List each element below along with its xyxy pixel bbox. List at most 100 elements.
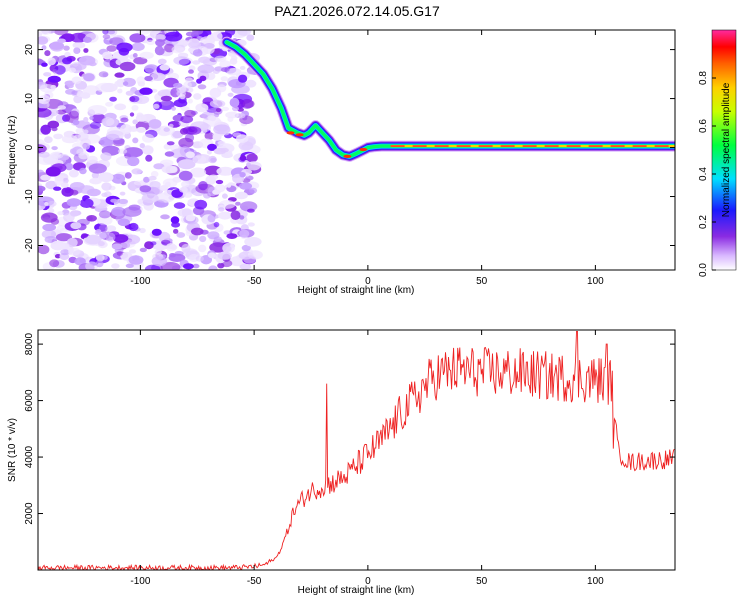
noise-blob — [83, 129, 89, 134]
ridge-hotspot — [295, 133, 304, 137]
noise-blob — [62, 177, 69, 184]
noise-blob — [194, 199, 208, 210]
noise-blob — [246, 162, 251, 167]
noise-blob — [136, 126, 146, 133]
spectrogram-frame — [37, 29, 676, 271]
noise-blob — [208, 174, 219, 180]
noise-blob — [69, 110, 79, 119]
noise-blob — [39, 84, 56, 93]
noise-blob — [42, 223, 57, 231]
noise-blob — [182, 126, 198, 135]
noise-blob — [213, 147, 226, 155]
noise-blob — [209, 99, 226, 108]
noise-blob — [192, 30, 204, 35]
noise-blob — [191, 227, 204, 236]
noise-blob — [101, 182, 112, 191]
noise-blob — [239, 65, 246, 70]
noise-blob — [178, 170, 193, 181]
colorbar-tick-label: 0.6 — [698, 119, 709, 133]
noise-blob — [139, 185, 152, 193]
colorbar-label: Normalized spectral amplitude — [721, 82, 732, 217]
noise-blob — [89, 121, 102, 129]
noise-blob — [98, 172, 114, 183]
spectrogram-y-label: Frequency (Hz) — [7, 116, 18, 185]
noise-blob — [225, 111, 239, 119]
noise-blob — [79, 198, 94, 208]
noise-blob — [133, 180, 144, 186]
x-tick-label: -50 — [247, 276, 262, 287]
noise-blob — [132, 53, 138, 58]
noise-blob — [199, 75, 207, 82]
noise-blob — [154, 200, 165, 207]
snr-series-line — [38, 330, 675, 570]
noise-blob — [180, 115, 194, 124]
noise-blob — [216, 166, 235, 176]
noise-blob — [51, 126, 58, 132]
noise-blob — [206, 150, 212, 155]
noise-blob — [209, 242, 227, 253]
noise-blob — [102, 51, 113, 60]
noise-blob — [102, 34, 111, 40]
noise-blob — [127, 156, 140, 167]
noise-blob — [119, 61, 136, 72]
noise-blob — [188, 65, 196, 71]
noise-blob — [44, 201, 49, 206]
noise-blob — [184, 109, 196, 118]
noise-blob — [76, 91, 85, 98]
noise-blob — [87, 105, 108, 115]
noise-blob — [197, 84, 207, 90]
colorbar-gradient — [711, 29, 737, 271]
noise-blob — [161, 100, 172, 106]
noise-blob — [129, 112, 135, 117]
noise-blob — [88, 163, 107, 174]
noise-blob — [91, 172, 100, 179]
noise-blob — [45, 166, 61, 177]
noise-blob — [131, 168, 142, 175]
noise-blob — [99, 232, 107, 239]
noise-blob — [123, 147, 144, 158]
noise-blob — [44, 50, 51, 57]
noise-blob — [235, 201, 241, 206]
noise-blob — [161, 165, 177, 174]
noise-blob — [239, 263, 252, 270]
noise-blob — [141, 193, 159, 203]
noise-blob — [128, 222, 139, 232]
noise-blob — [203, 43, 215, 49]
noise-blob — [144, 65, 156, 73]
noise-blob — [95, 260, 104, 268]
noise-blob — [44, 236, 57, 244]
noise-blob — [234, 191, 248, 200]
noise-blob — [101, 117, 115, 127]
noise-blob — [229, 97, 240, 108]
noise-blob — [213, 124, 231, 135]
noise-blob — [50, 240, 66, 251]
noise-blob — [109, 96, 117, 102]
noise-blob — [89, 116, 94, 120]
signal-ridge — [221, 36, 675, 162]
noise-blob — [122, 81, 129, 86]
noise-blob — [73, 47, 80, 54]
x-tick-label: 0 — [365, 576, 371, 587]
noise-blob — [66, 237, 78, 248]
noise-blob — [41, 45, 47, 50]
noise-blob — [81, 72, 96, 83]
noise-blob — [56, 109, 67, 115]
noise-blob — [68, 67, 76, 73]
colorbar-tick-label: 0.8 — [698, 71, 709, 85]
noise-blob — [239, 155, 247, 162]
noise-blob — [75, 127, 85, 134]
noise-blob — [81, 233, 88, 239]
noise-blob — [70, 32, 87, 43]
noise-blob — [249, 187, 258, 194]
noise-blob — [239, 182, 253, 190]
noise-blob — [247, 208, 255, 213]
noise-blob — [114, 80, 121, 87]
y-tick-label: -20 — [24, 238, 35, 253]
noise-blob — [152, 103, 160, 109]
noise-blob — [192, 263, 200, 269]
noise-blob — [198, 244, 207, 253]
noise-blob — [181, 180, 190, 188]
noise-blob — [64, 51, 71, 58]
noise-blob — [139, 247, 147, 253]
